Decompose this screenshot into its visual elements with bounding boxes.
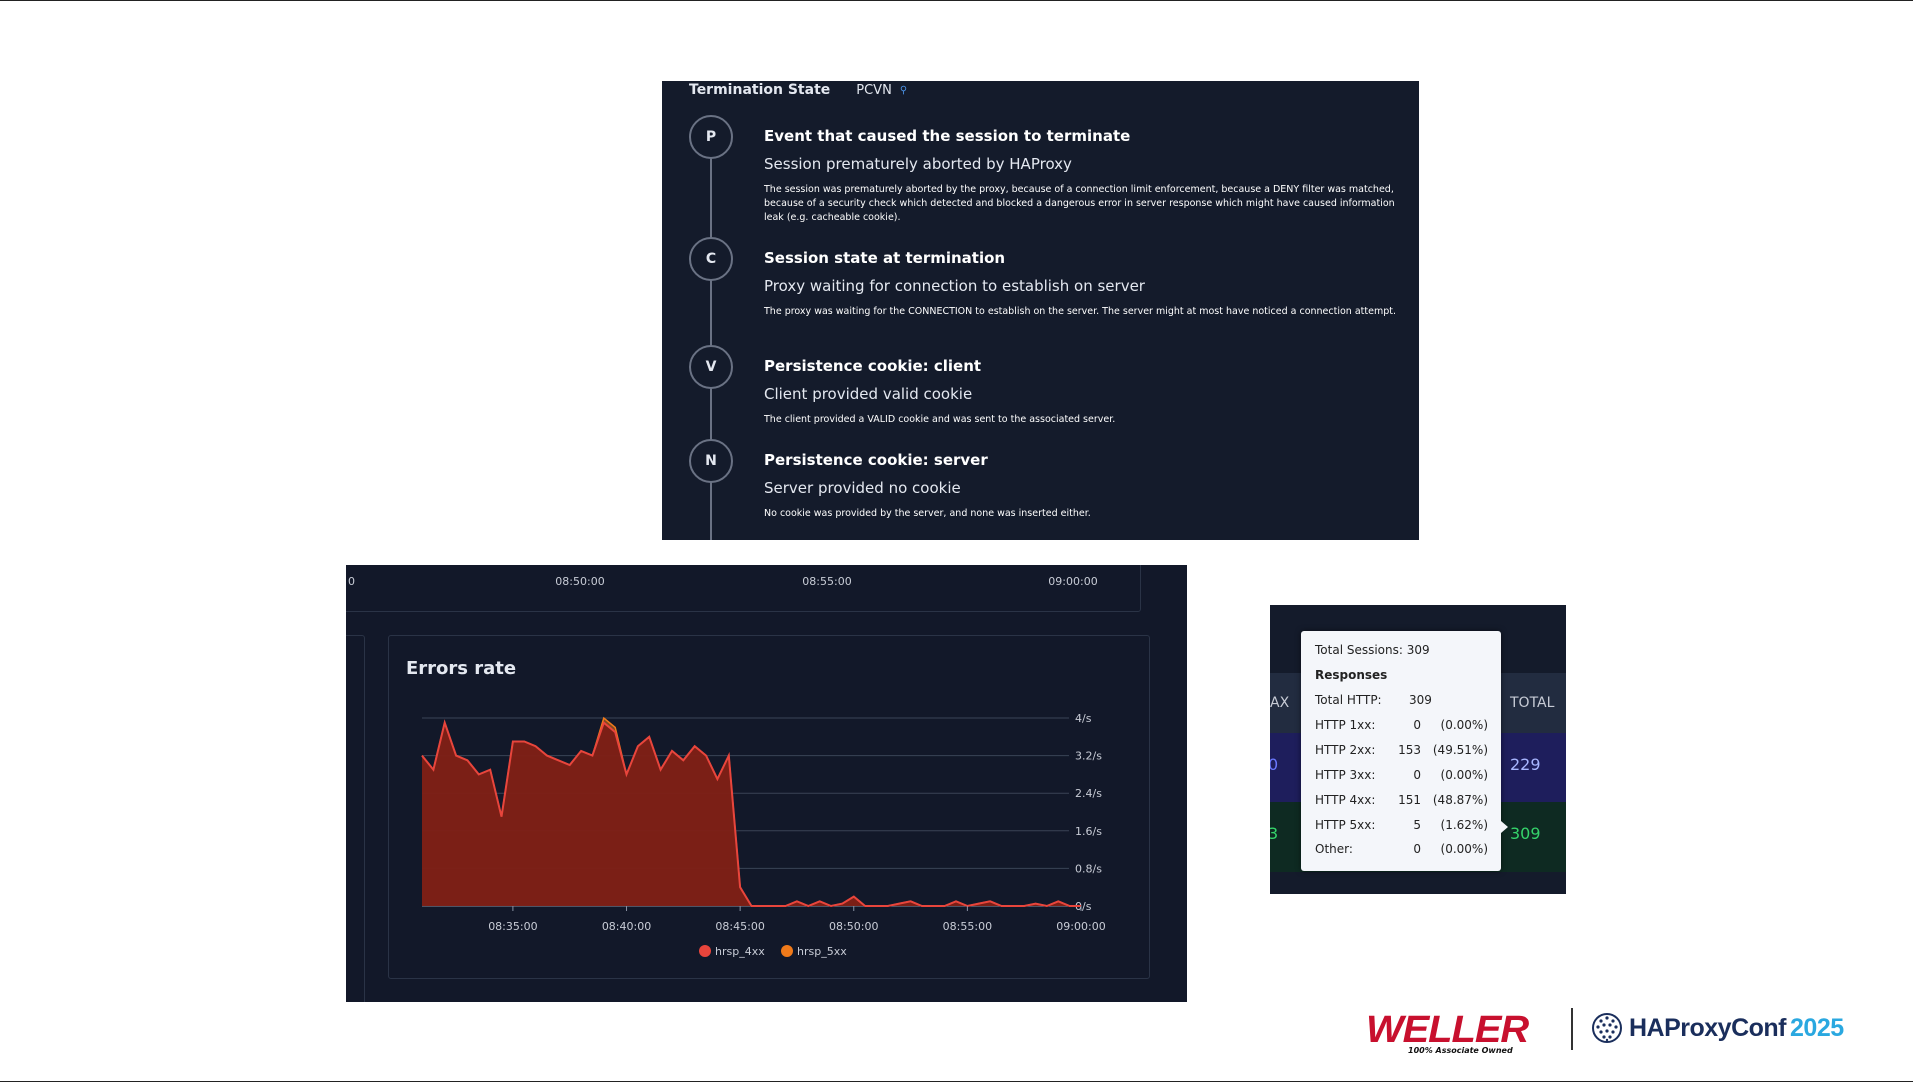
tooltip-line-label: HTTP 3xx: (1315, 768, 1376, 782)
row1-partial-value: 0 (1270, 755, 1279, 774)
sessions-tooltip: Total Sessions: 309 Responses Total HTTP… (1301, 631, 1508, 871)
tooltip-line-count: 0 (1413, 768, 1421, 782)
step-detail: The session was prematurely aborted by t… (764, 184, 1395, 223)
step-summary: Session prematurely aborted by HAProxy (764, 155, 1072, 173)
step-detail: No cookie was provided by the server, an… (764, 508, 1091, 519)
tooltip-line-label: Total HTTP: (1315, 693, 1382, 707)
x-tick-label: 08:55:00 (943, 920, 992, 933)
column-header-total: TOTAL (1510, 695, 1555, 711)
column-header-partial: AX (1270, 695, 1290, 711)
legend-marker (699, 945, 711, 957)
step-letter-circle: C (689, 237, 733, 281)
haproxyconf-year: 2025 (1790, 1013, 1844, 1042)
top-x-tick-label: 0 (348, 575, 355, 588)
top-x-tick-label: 08:55:00 (802, 575, 851, 588)
series-line-hrsp-4xx (421, 719, 1081, 908)
y-tick-label: 3.2/s (1075, 750, 1102, 763)
timeline-line (710, 141, 712, 540)
step-letter-circle: V (689, 345, 733, 389)
x-tick-label: 08:35:00 (488, 920, 537, 933)
step-summary: Client provided valid cookie (764, 385, 973, 403)
step-letter-circle: P (689, 115, 733, 159)
errors-chart-box (388, 635, 1150, 979)
logo-divider (1571, 1008, 1573, 1050)
haproxy-globe-icon (1592, 1013, 1622, 1043)
tooltip-responses-heading: Responses (1315, 668, 1388, 682)
termination-state-panel: Termination State PCVN ⚲ P Event that ca… (662, 81, 1419, 540)
tooltip-line-label: Other: (1315, 842, 1353, 856)
step-heading: Session state at termination (764, 249, 1006, 267)
step-heading: Persistence cookie: client (764, 357, 982, 375)
haproxyconf-logo: HAProxyConf 2025 (1591, 1012, 1844, 1044)
step-summary: Server provided no cookie (764, 479, 961, 497)
errors-rate-chart: 0 08:50:00 08:55:00 09:00:00 0/s 0.8/s 1.6/s 2.… (348, 575, 1106, 958)
tooltip-arrow (1501, 821, 1508, 833)
tooltip-line-label: HTTP 4xx: (1315, 793, 1376, 807)
tooltip-line-count: 153 (1398, 743, 1421, 757)
tooltip-line-pct: (0.00%) (1440, 768, 1488, 782)
tooltip-line-label: HTTP 2xx: (1315, 743, 1376, 757)
tooltip-line-count: 5 (1413, 818, 1421, 832)
step-detail: The proxy was waiting for the CONNECTION… (764, 306, 1396, 317)
tooltip-line-pct: (0.00%) (1440, 842, 1488, 856)
upper-chart-box (346, 565, 1141, 612)
legend-label: hrsp_4xx (715, 945, 765, 958)
left-chart-box (346, 635, 365, 1002)
x-tick-label: 09:00:00 (1056, 920, 1105, 933)
haproxyconf-wordmark: HAProxyConf 2025 (1629, 1013, 1844, 1042)
x-tick-label: 08:45:00 (715, 920, 764, 933)
tooltip-line-count: 0 (1413, 842, 1421, 856)
tooltip-line-pct: (1.62%) (1440, 818, 1488, 832)
tooltip-total-sessions: Total Sessions: 309 (1315, 643, 1430, 657)
weller-tagline: 100% Associate Owned (1408, 1046, 1513, 1055)
tooltip-line-label: HTTP 5xx: (1315, 818, 1376, 832)
step-heading: Persistence cookie: server (764, 451, 988, 469)
y-tick-label: 0.8/s (1075, 862, 1102, 875)
row2-total-value: 309 (1510, 824, 1541, 843)
search-icon[interactable]: ⚲ (899, 84, 908, 96)
step-heading: Event that caused the session to termina… (764, 127, 1131, 145)
y-tick-label: 0/s (1075, 900, 1092, 913)
tooltip-line-pct: (48.87%) (1432, 793, 1488, 807)
tooltip-line-count: 309 (1409, 693, 1432, 707)
step-detail: The client provided a VALID cookie and w… (764, 414, 1116, 425)
weller-logo: WELLER 100% Associate Owned (1366, 1010, 1546, 1060)
tooltip-line-count: 0 (1413, 718, 1421, 732)
y-tick-label: 4/s (1075, 712, 1092, 725)
y-tick-label: 2.4/s (1075, 787, 1102, 800)
x-tick-label: 08:50:00 (829, 920, 878, 933)
step-letter-circle: N (689, 439, 733, 483)
tooltip-line-label: HTTP 1xx: (1315, 718, 1376, 732)
tooltip-line-count: 151 (1398, 793, 1421, 807)
series-area-hrsp-4xx (422, 722, 1081, 906)
errors-rate-panel: Errors rate 0 08:50:00 08:55:00 09:00:00 0/s… (346, 565, 1187, 1002)
sessions-stats-panel: AX TOTAL 0 3 229 309 Total Sessions: 309… (1270, 605, 1566, 894)
row1-total-value: 229 (1510, 755, 1541, 774)
weller-wordmark: WELLER (1366, 1009, 1529, 1051)
chart-title: Errors rate (406, 658, 517, 679)
tooltip-line-pct: (49.51%) (1432, 743, 1488, 757)
step-summary: Proxy waiting for connection to establis… (764, 277, 1145, 295)
legend-label: hrsp_5xx (797, 945, 847, 958)
top-x-tick-label: 09:00:00 (1048, 575, 1097, 588)
row2-partial-value: 3 (1270, 824, 1279, 843)
termination-state-value: PCVN (856, 82, 892, 98)
x-tick-label: 08:40:00 (602, 920, 651, 933)
termination-state-label: Termination State (689, 82, 831, 98)
y-tick-label: 1.6/s (1075, 825, 1102, 838)
termination-state-header: Termination State PCVN ⚲ (689, 81, 907, 99)
legend-marker (781, 945, 793, 957)
tooltip-line-pct: (0.00%) (1440, 718, 1488, 732)
top-x-tick-label: 08:50:00 (555, 575, 604, 588)
